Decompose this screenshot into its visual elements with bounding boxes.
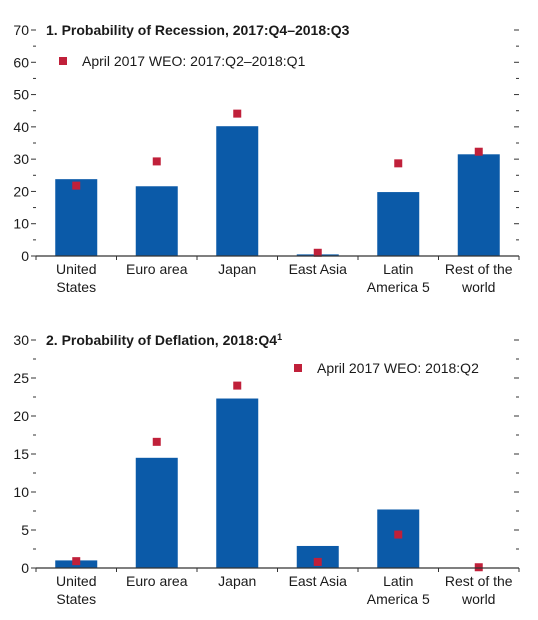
marker <box>474 147 483 156</box>
bar <box>55 179 98 256</box>
chart-panel-1: 0 10 20 30 40 50 60 70 1. Probability of Recessi… <box>13 22 520 295</box>
bar <box>135 457 178 568</box>
x-tick-label: Japan <box>218 261 256 277</box>
chart-title: 2. Probability of Deflation, 2018:Q41 <box>46 332 282 348</box>
x-tick-label: United States <box>56 261 96 295</box>
y-tick-label: 30 <box>13 151 29 167</box>
y-tick-label: 25 <box>13 370 29 386</box>
bar <box>457 154 500 256</box>
x-tick-label: Euro area <box>126 573 188 589</box>
x-tick-label: Euro area <box>126 261 188 277</box>
marker <box>313 557 322 566</box>
y-tick-label: 10 <box>13 484 29 500</box>
x-tick-label: East Asia <box>289 261 348 277</box>
y-tick-label: 50 <box>13 87 29 103</box>
marker <box>72 181 81 190</box>
x-tick-label: Japan <box>218 573 256 589</box>
bar <box>216 126 259 256</box>
y-tick-label: 30 <box>13 332 29 348</box>
marker <box>394 159 403 168</box>
y-tick-label: 15 <box>13 446 29 462</box>
marker <box>313 248 322 257</box>
chart-panel-2: 0 5 10 15 20 25 30 2. Probability of Deflation,… <box>13 332 520 607</box>
marker <box>233 381 242 390</box>
legend-marker <box>59 57 67 65</box>
bar <box>377 509 420 568</box>
marker <box>233 109 242 118</box>
legend-label: April 2017 WEO: 2017:Q2–2018:Q1 <box>82 53 306 69</box>
marker <box>72 557 81 566</box>
marker <box>152 157 161 166</box>
marker <box>394 530 403 539</box>
x-tick-label: East Asia <box>289 573 348 589</box>
x-tick-label: Rest of the world <box>445 573 513 607</box>
bar <box>216 398 259 568</box>
x-tick-label: Latin America 5 <box>367 261 430 295</box>
x-tick-label: Rest of the world <box>445 261 513 295</box>
bar <box>296 545 339 568</box>
y-tick-label: 20 <box>13 408 29 424</box>
legend-label: April 2017 WEO: 2018:Q2 <box>317 360 479 376</box>
bar <box>377 192 420 256</box>
y-tick-label: 60 <box>13 54 29 70</box>
y-tick-label: 40 <box>13 119 29 135</box>
marker <box>474 563 483 572</box>
y-tick-label: 0 <box>21 560 29 576</box>
y-tick-label: 0 <box>21 248 29 264</box>
chart-title: 1. Probability of Recession, 2017:Q4–201… <box>46 22 350 38</box>
y-tick-label: 70 <box>13 22 29 38</box>
x-tick-label: Latin America 5 <box>367 573 430 607</box>
bar <box>135 186 178 256</box>
legend-marker <box>294 364 302 372</box>
y-tick-label: 5 <box>21 522 29 538</box>
marker <box>152 437 161 446</box>
x-tick-label: United States <box>56 573 96 607</box>
y-tick-label: 10 <box>13 216 29 232</box>
y-tick-label: 20 <box>13 183 29 199</box>
